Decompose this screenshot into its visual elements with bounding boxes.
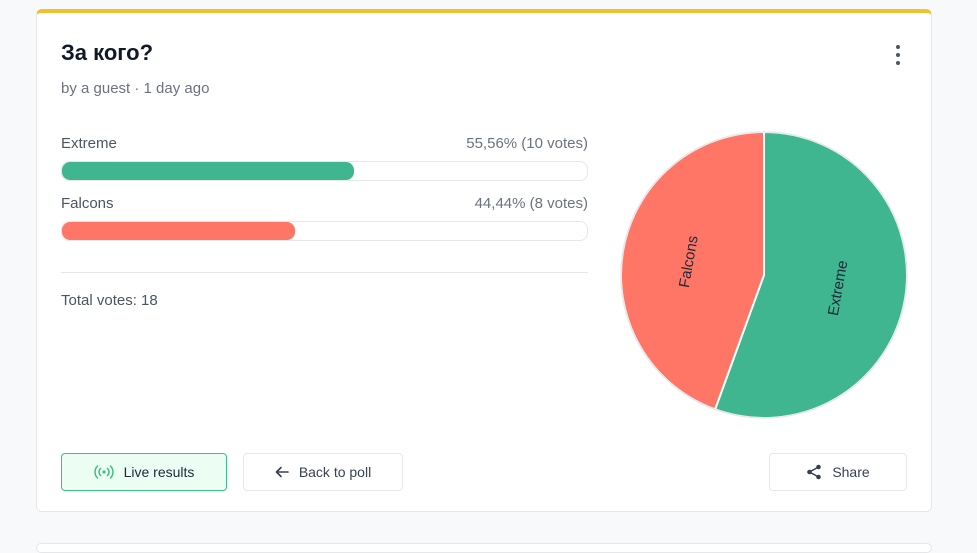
share-icon	[807, 464, 822, 480]
arrow-left-icon	[275, 466, 289, 478]
share-button[interactable]: Share	[769, 453, 907, 491]
option-label: Falcons	[61, 195, 114, 212]
option-label: Extreme	[61, 135, 117, 152]
option-stats: 44,44% (8 votes)	[474, 195, 588, 212]
poll-title: За кого?	[61, 40, 154, 65]
results-list: Extreme 55,56% (10 votes) Falcons 44,44%…	[61, 135, 588, 255]
back-to-poll-button[interactable]: Back to poll	[243, 453, 403, 491]
share-label: Share	[832, 464, 870, 480]
result-bar	[61, 221, 588, 241]
poll-meta: by a guest · 1 day ago	[61, 80, 210, 97]
poll-results-card: За кого? by a guest · 1 day ago Extreme …	[36, 9, 932, 512]
back-to-poll-label: Back to poll	[298, 464, 372, 480]
pie-outline	[620, 131, 908, 419]
option-stats: 55,56% (10 votes)	[466, 135, 588, 152]
more-vertical-icon[interactable]	[891, 45, 905, 65]
result-bar-fill	[62, 222, 296, 240]
result-option: Falcons 44,44% (8 votes)	[61, 195, 588, 255]
total-votes: Total votes: 18	[61, 292, 158, 309]
divider	[61, 272, 588, 273]
result-bar-fill	[62, 162, 354, 180]
live-results-button[interactable]: Live results	[61, 453, 227, 491]
result-bar	[61, 161, 588, 181]
live-results-label: Live results	[123, 464, 195, 480]
broadcast-icon	[93, 465, 114, 479]
result-option: Extreme 55,56% (10 votes)	[61, 135, 588, 195]
pie-chart: Extreme Falcons	[619, 130, 909, 420]
next-card	[36, 543, 932, 553]
